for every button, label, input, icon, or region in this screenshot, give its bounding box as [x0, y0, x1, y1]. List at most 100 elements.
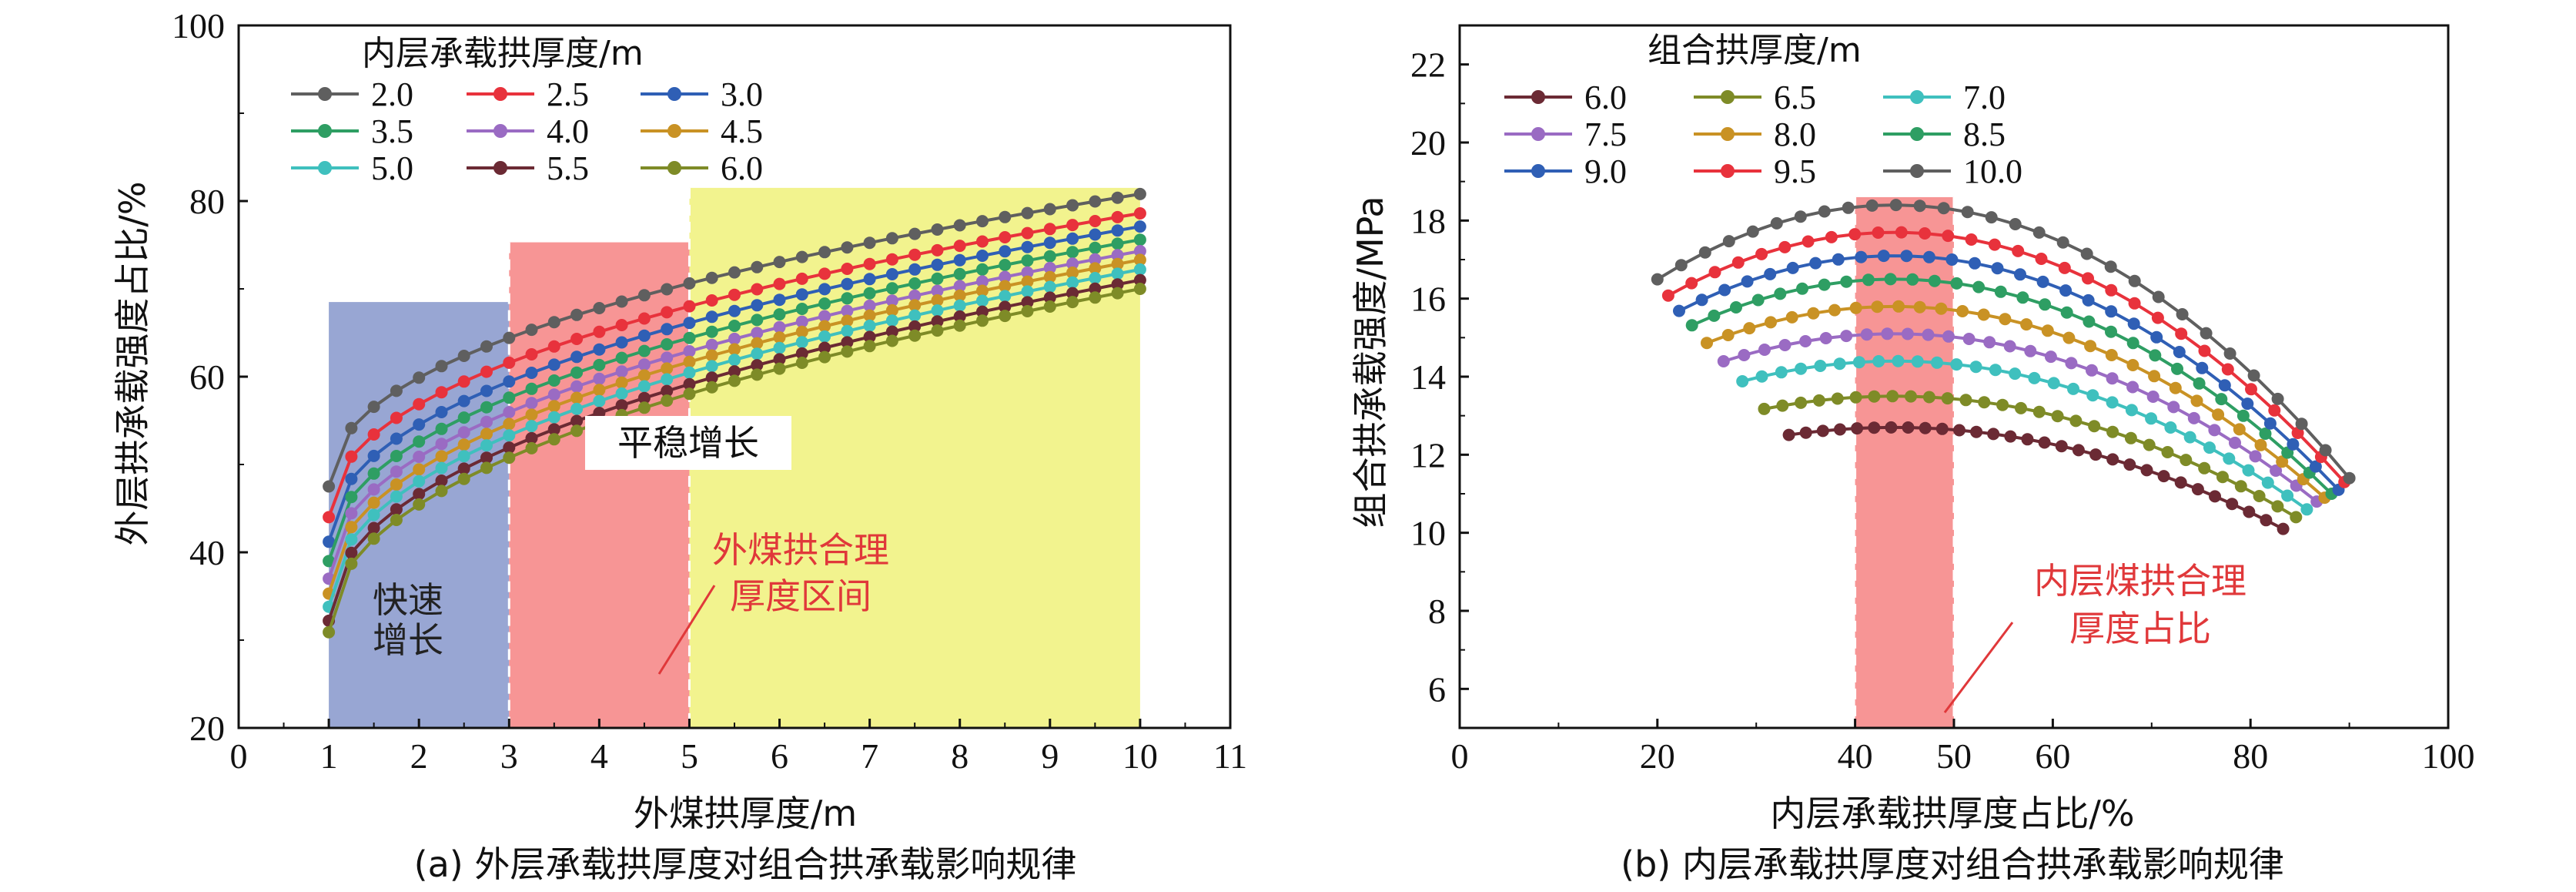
a-point	[435, 438, 448, 451]
b-point	[2044, 350, 2057, 364]
b-ytick-label: 22	[1410, 45, 1446, 85]
b-point	[1795, 396, 1808, 409]
b-point	[2126, 359, 2139, 371]
b-point	[2259, 428, 2272, 440]
a-point	[999, 290, 1012, 303]
a-point	[547, 316, 560, 329]
b-point	[1892, 300, 1905, 313]
a-point	[976, 263, 989, 276]
a-point	[773, 277, 786, 290]
a-point	[503, 441, 516, 454]
a-point	[435, 406, 448, 418]
b-point	[2106, 453, 2119, 466]
a-point	[1133, 245, 1146, 257]
b-point	[2009, 218, 2022, 230]
b-ytick-label: 14	[1410, 357, 1446, 397]
b-xtick-label: 100	[2422, 736, 2475, 776]
b-point	[2145, 412, 2158, 425]
b-point	[2161, 446, 2174, 458]
a-point	[525, 348, 538, 360]
a-point	[435, 422, 448, 435]
b-point	[1685, 319, 1698, 332]
b-ticks: 0 20 40 60 80 100 50 6 8 10 12 14 16 18 20 22	[1410, 25, 2475, 776]
b-point	[1842, 201, 1855, 214]
a-point	[1021, 240, 1034, 253]
a-point	[661, 323, 674, 336]
a-point	[1089, 291, 1102, 304]
a-point	[818, 297, 831, 310]
b-point	[1862, 273, 1875, 287]
b-legend-label: 8.0	[1774, 116, 1816, 153]
b-point	[2200, 327, 2213, 340]
b-point	[1708, 266, 1721, 279]
b-point	[1758, 402, 1771, 415]
a-point	[525, 367, 538, 379]
a-point	[976, 314, 989, 327]
a-point	[1021, 266, 1034, 279]
a-caption: (a) 外层承载拱厚度对组合拱承载影响规律	[414, 843, 1077, 885]
a-point	[1089, 228, 1102, 241]
b-point	[2343, 471, 2356, 485]
a-point	[661, 373, 674, 386]
b-point	[2319, 444, 2332, 457]
a-point	[751, 337, 764, 350]
a-point	[345, 533, 358, 546]
b-point	[1849, 301, 1862, 314]
a-xtick-label: 0	[230, 736, 248, 776]
a-point	[841, 345, 854, 358]
a-point	[413, 418, 426, 431]
a-legend: 2.0 2.5 3.0 3.5 4.0 4.5 5.0 5.5 6.0	[291, 75, 763, 187]
b-point	[1819, 332, 1832, 344]
a-xtick-label: 5	[681, 736, 698, 776]
b-point	[2281, 489, 2294, 502]
b-point	[1978, 396, 1991, 409]
a-point	[683, 377, 696, 391]
b-legend-label: 6.5	[1774, 79, 1816, 116]
a-legend-label: 5.0	[371, 149, 413, 187]
b-point	[2015, 401, 2027, 414]
b-point	[2300, 503, 2313, 516]
b-point	[2233, 423, 2246, 436]
a-point	[841, 263, 854, 275]
a-point	[1043, 280, 1056, 293]
a-point	[1111, 249, 1124, 262]
a-point	[773, 341, 786, 354]
b-point	[2208, 424, 2221, 437]
a-point	[547, 433, 560, 446]
b-point	[2148, 370, 2161, 383]
a-point	[637, 329, 651, 342]
b-point	[2067, 382, 2079, 395]
a-point	[1043, 270, 1056, 283]
b-point	[1802, 235, 1815, 248]
a-point	[435, 485, 448, 498]
a-point	[908, 289, 922, 302]
a-point	[525, 324, 538, 337]
b-point	[1969, 360, 1982, 374]
a-legend-label: 3.5	[371, 112, 413, 150]
a-point	[953, 289, 966, 302]
a-point	[728, 365, 741, 378]
a-point	[931, 284, 944, 297]
a-point	[547, 340, 560, 353]
a-point	[593, 358, 606, 371]
b-point	[1996, 398, 2009, 411]
b-point	[1834, 423, 1846, 436]
a-point	[953, 319, 966, 332]
b-point	[2056, 236, 2069, 249]
b-point	[2277, 522, 2290, 535]
a-point	[885, 303, 898, 317]
a-legend-label: 4.0	[547, 112, 589, 150]
b-point	[1942, 230, 1955, 243]
b-point	[2191, 483, 2204, 496]
a-point	[367, 483, 380, 496]
b-point	[1868, 390, 1881, 403]
b-point	[1818, 205, 1831, 218]
b-point	[1922, 250, 1935, 263]
b-point	[2243, 505, 2256, 518]
a-point	[1133, 263, 1146, 276]
b-point	[1987, 428, 2000, 441]
b-point	[2124, 431, 2137, 444]
b-point	[1886, 390, 1899, 403]
a-point	[367, 496, 380, 509]
